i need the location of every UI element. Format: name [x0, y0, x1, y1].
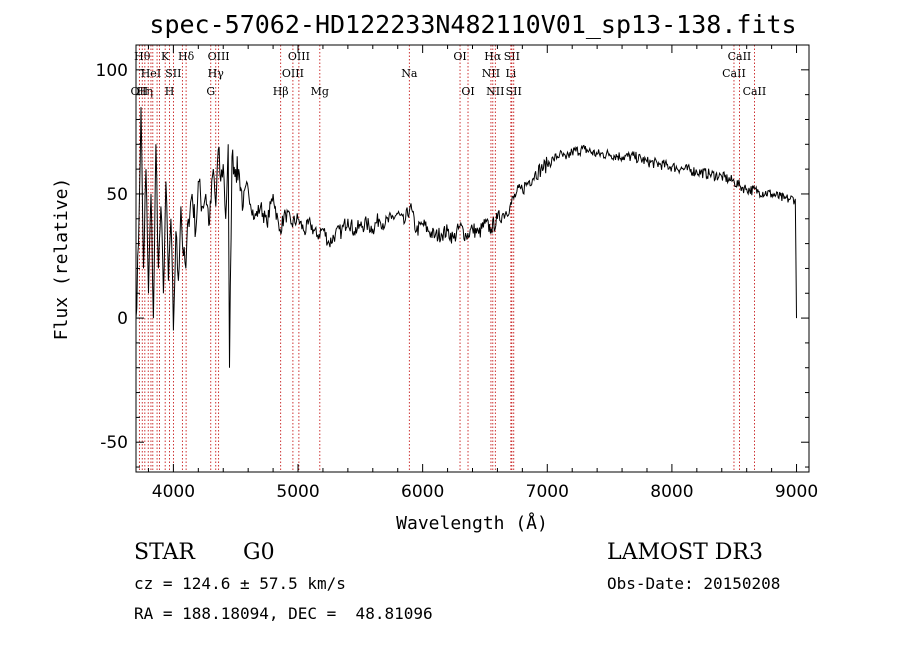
line-label: Hδ: [178, 50, 195, 63]
y-tick-label: 100: [96, 61, 128, 81]
line-label: Mg: [311, 85, 329, 98]
line-label: CaII: [728, 50, 752, 63]
line-label: Hθ: [134, 50, 151, 63]
chart-title: spec-57062-HD122233N482110V01_sp13-138.f…: [149, 10, 796, 39]
y-tick-label: -50: [100, 433, 128, 453]
line-label: Hβ: [273, 85, 289, 98]
line-label: NII: [482, 67, 500, 80]
y-tick-label: 0: [117, 309, 128, 329]
redshift-cz: cz = 124.6 ± 57.5 km/s: [134, 574, 346, 593]
line-label: NII: [486, 85, 504, 98]
line-label: OI: [453, 50, 466, 63]
x-axis-label: Wavelength (Å): [396, 512, 548, 534]
line-label: Na: [401, 67, 418, 80]
line-label: OIII: [208, 50, 230, 63]
x-tick-label: 9000: [775, 482, 818, 502]
line-label: H: [165, 85, 175, 98]
x-tick-label: 4000: [152, 482, 195, 502]
line-label: K: [161, 50, 170, 63]
plot-frame: [135, 44, 810, 473]
line-label: SII: [504, 50, 520, 63]
line-label: SII: [506, 85, 522, 98]
line-label: OII: [131, 85, 149, 98]
line-label: Li: [505, 67, 516, 80]
x-tick-label: 5000: [276, 482, 319, 502]
survey-name: LAMOST DR3: [607, 540, 763, 565]
x-tick-label: 7000: [526, 482, 569, 502]
line-label: Hγ: [208, 67, 225, 80]
x-tick-label: 6000: [401, 482, 444, 502]
spectrum-series: [135, 107, 797, 368]
line-label: HeI: [141, 67, 161, 80]
object-class: STAR: [134, 540, 195, 565]
line-label: OIII: [288, 50, 310, 63]
y-axis-label: Flux (relative): [51, 178, 72, 341]
line-label: G: [206, 85, 215, 98]
observation-date: Obs-Date: 20150208: [607, 574, 781, 593]
ra-dec: RA = 188.18094, DEC = 48.81096: [134, 604, 433, 623]
line-label: Hη: [137, 85, 153, 98]
line-label: OI: [461, 85, 474, 98]
line-label: CaII: [743, 85, 767, 98]
spectrum-line: [135, 107, 797, 368]
axis-ticks: 4000 5000 6000 7000 8000 9000 -50 0 50 100: [96, 44, 818, 502]
x-tick-label: 8000: [650, 482, 693, 502]
line-label: CaII: [722, 67, 746, 80]
object-subclass: G0: [243, 540, 275, 565]
y-tick-label: 50: [106, 185, 128, 205]
line-label: OIII: [282, 67, 304, 80]
line-label: Hα: [484, 50, 502, 63]
line-label: SII: [165, 67, 181, 80]
